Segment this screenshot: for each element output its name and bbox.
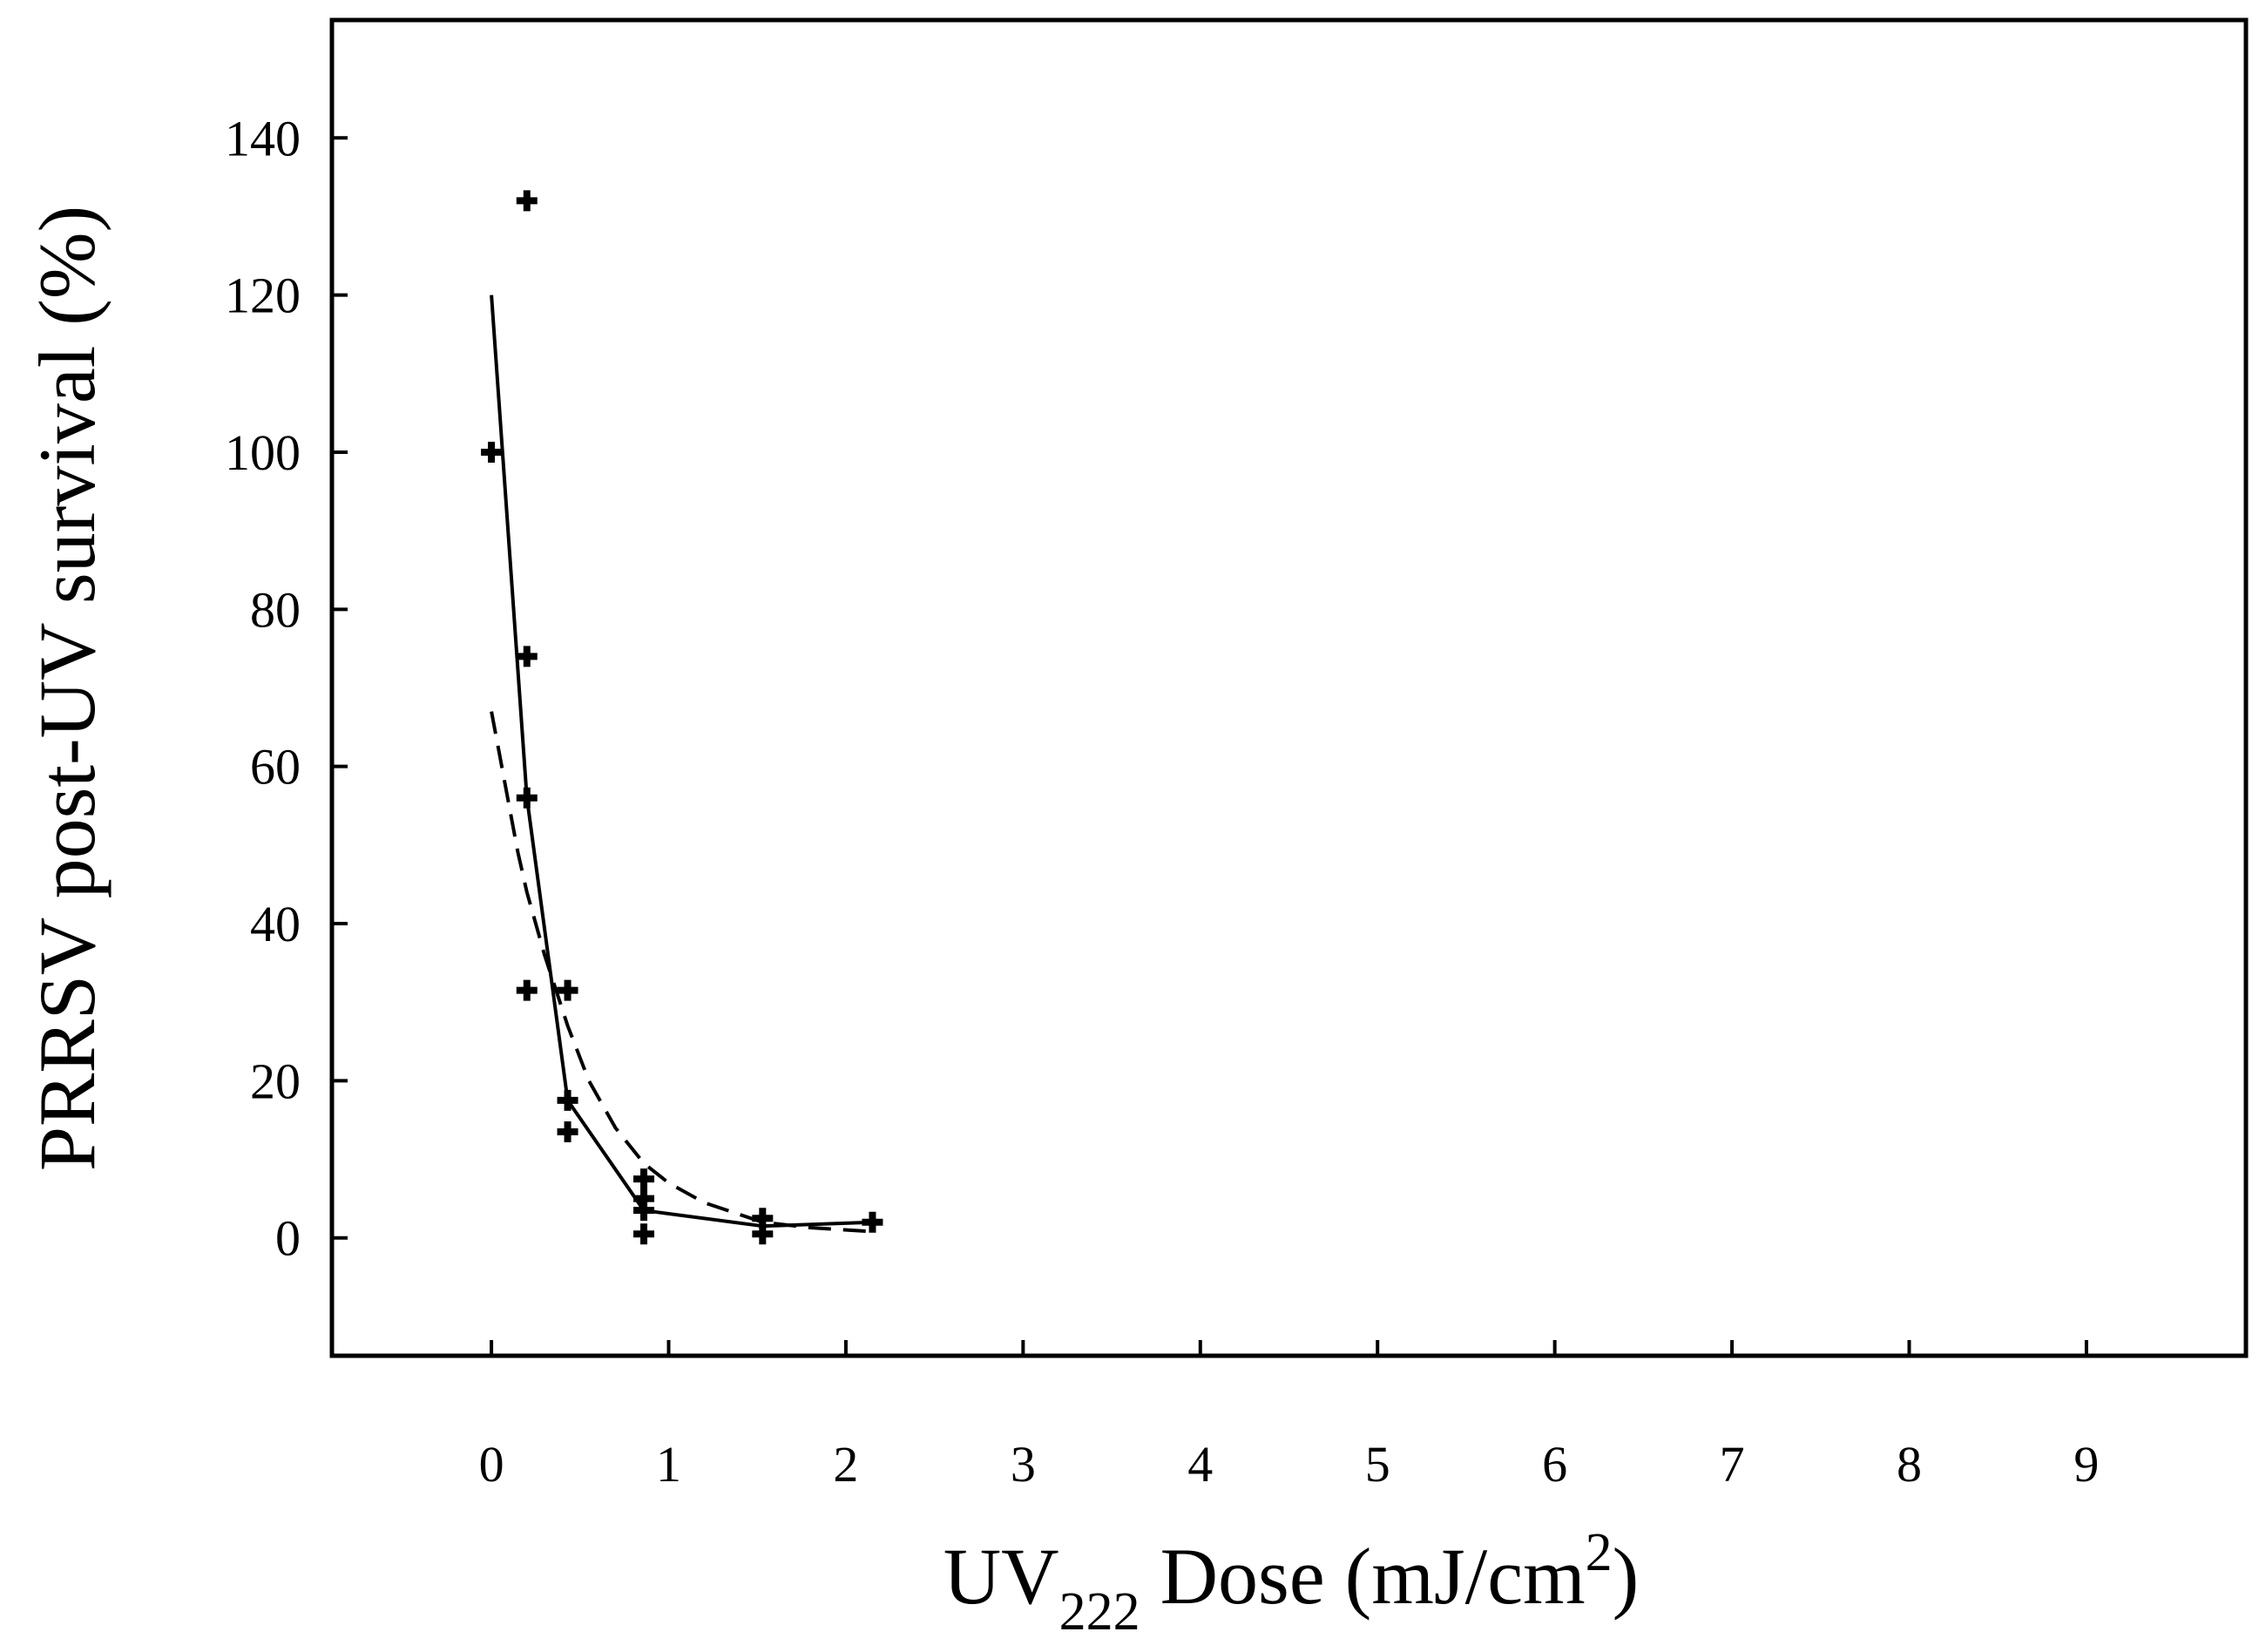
data-point-plus-marker (862, 1211, 883, 1233)
data-point-plus-marker (633, 1223, 655, 1245)
y-tick-label: 60 (250, 739, 301, 796)
data-point-plus-marker (557, 1121, 578, 1142)
x-tick-label: 9 (2073, 1436, 2099, 1493)
dashed-fit-line (490, 711, 873, 1234)
y-tick-label: 80 (250, 581, 301, 638)
data-point-plus-marker (516, 190, 538, 212)
x-tick-label: 0 (479, 1436, 504, 1493)
x-tick-label: 3 (1011, 1436, 1036, 1493)
data-point-plus-marker (516, 787, 538, 809)
solid-fit-line (490, 295, 873, 1229)
chart-series (481, 190, 883, 1245)
y-tick-label: 0 (275, 1210, 301, 1267)
x-tick-label: 7 (1720, 1436, 1745, 1493)
x-tick-label: 8 (1897, 1436, 1922, 1493)
data-point-plus-marker (752, 1223, 774, 1245)
x-tick-label: 6 (1542, 1436, 1567, 1493)
y-tick-label: 140 (225, 110, 301, 166)
data-point-plus-marker (516, 979, 538, 1001)
data-point-plus-marker (633, 1168, 655, 1190)
x-tick-label: 2 (833, 1436, 858, 1493)
y-tick-label: 40 (250, 896, 301, 952)
y-tick-label: 100 (225, 424, 301, 481)
data-point-plus-marker (557, 1089, 578, 1111)
data-point-plus-marker (633, 1200, 655, 1222)
x-tick-label: 1 (656, 1436, 681, 1493)
data-point-plus-marker (481, 441, 503, 463)
data-point-plus-marker (516, 646, 538, 667)
x-tick-label: 5 (1365, 1436, 1390, 1493)
plot-frame (329, 17, 2249, 1358)
y-axis-title: PRRSV post-UV survival (%) (23, 206, 112, 1171)
axis-ticks: 0 20 40 60 80 100 120 140 0 1 2 3 4 5 6 7 8 9 (225, 110, 2099, 1493)
y-tick-label: 120 (225, 267, 301, 324)
x-tick-label: 4 (1187, 1436, 1213, 1493)
data-point-plus-marker (557, 979, 578, 1001)
x-axis-title: UV222 Dose (mJ/cm2) (944, 1523, 1640, 1642)
y-tick-label: 20 (250, 1053, 301, 1109)
